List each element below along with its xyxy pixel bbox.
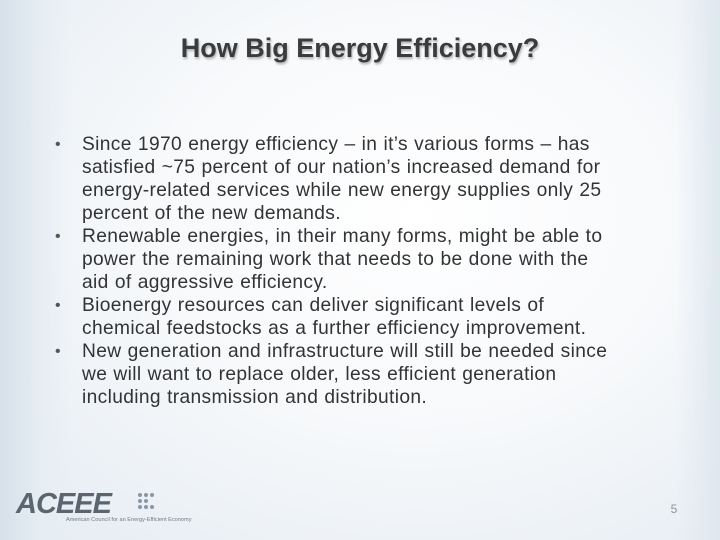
bullet-text-line: including transmission and distribution. [82, 387, 428, 408]
bullet-text-line: we will want to replace older, less effi… [82, 364, 557, 385]
bullet-text-line: Bioenergy resources can deliver signific… [82, 295, 545, 316]
logo-tagline: American Council for an Energy-Efficient… [66, 517, 192, 523]
logo-wordmark: ACEEE [16, 488, 112, 520]
bullet-item: • Bioenergy resources can deliver signif… [54, 294, 670, 340]
bullet-text-line: percent of the new demands. [82, 203, 341, 224]
slide-title: How Big Energy Efficiency? [180, 33, 540, 63]
bullet-text-line: chemical feedstocks as a further efficie… [82, 318, 587, 339]
bullet-text-line: Since 1970 energy efficiency – in it’s v… [82, 134, 590, 155]
bullet-item: • Renewable energies, in their many form… [54, 225, 670, 294]
dot-grid-icon [138, 493, 154, 513]
bullet-text-line: satisfied ~75 percent of our nation’s in… [82, 157, 601, 178]
bullet-dot-icon: • [55, 136, 61, 153]
bullet-list: • Since 1970 energy efficiency – in it’s… [54, 133, 670, 409]
aceee-logo: ACEEE American Council for an Energy-Eff… [16, 489, 196, 529]
bullet-item: • Since 1970 energy efficiency – in it’s… [54, 133, 670, 225]
bullet-dot-icon: • [55, 343, 61, 360]
bullet-dot-icon: • [55, 228, 61, 245]
bullet-text-line: aid of aggressive efficiency. [82, 272, 328, 293]
bullet-text-line: power the remaining work that needs to b… [82, 249, 589, 270]
right-gradient-bar [676, 0, 720, 540]
bullet-text-line: New generation and infrastructure will s… [82, 341, 608, 362]
bullet-item: • New generation and infrastructure will… [54, 340, 670, 409]
bullet-dot-icon: • [55, 297, 61, 314]
bullet-text-line: Renewable energies, in their many forms,… [82, 226, 603, 247]
bullet-text-line: energy-related services while new energy… [82, 180, 602, 201]
page-number: 5 [670, 502, 678, 516]
left-gradient-bar [0, 0, 72, 540]
